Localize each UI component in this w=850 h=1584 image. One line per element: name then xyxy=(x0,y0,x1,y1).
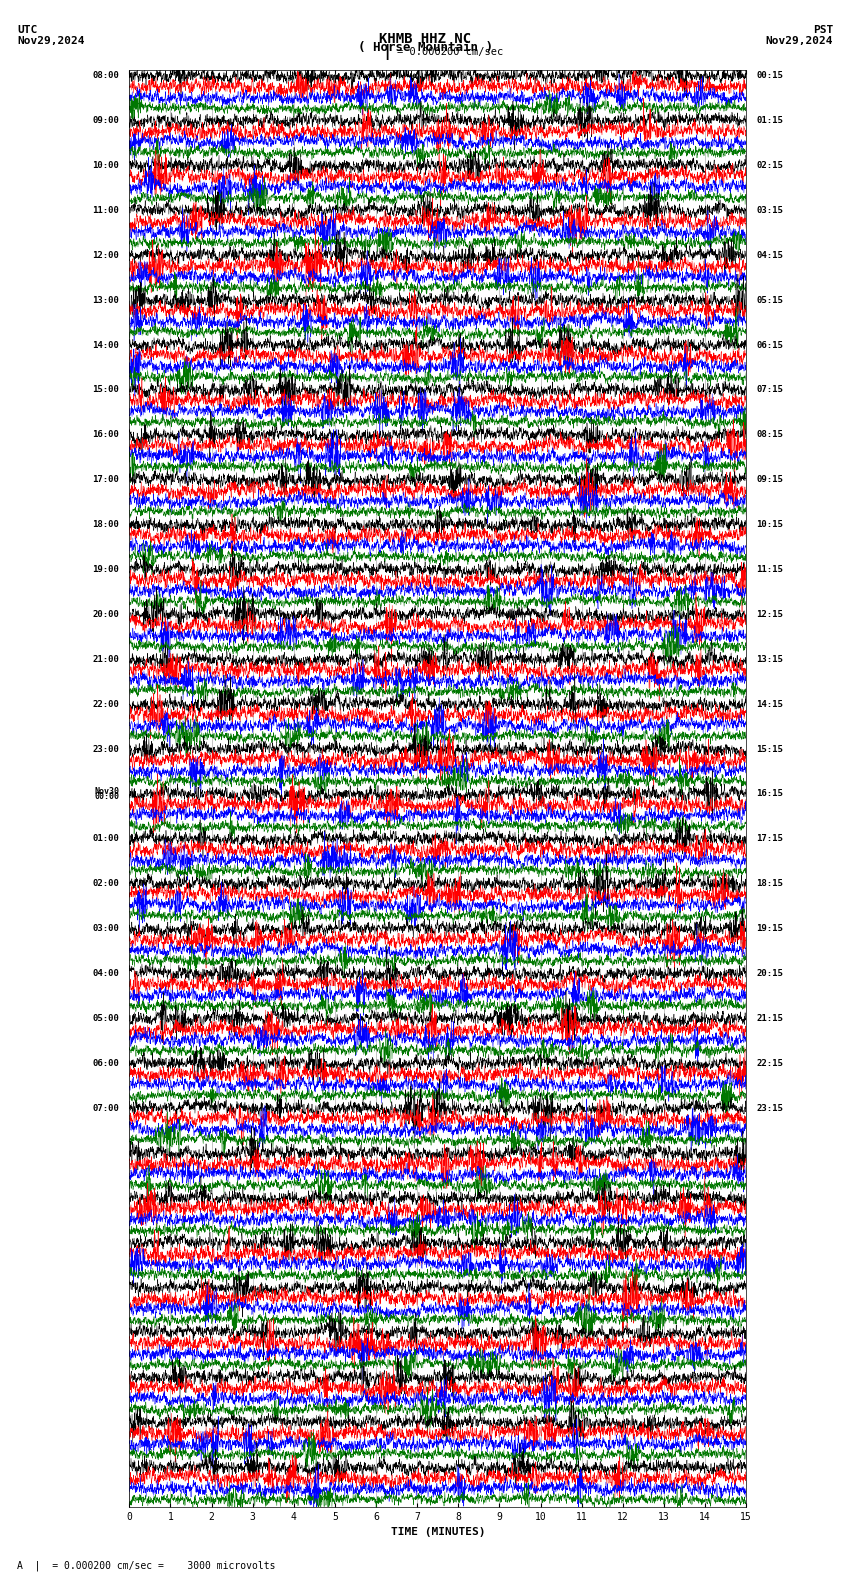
Text: 05:00: 05:00 xyxy=(92,1014,119,1023)
Text: 18:15: 18:15 xyxy=(756,879,784,889)
Text: 16:15: 16:15 xyxy=(756,789,784,798)
Text: 21:00: 21:00 xyxy=(92,654,119,664)
Text: UTC: UTC xyxy=(17,25,37,35)
Text: 21:15: 21:15 xyxy=(756,1014,784,1023)
Text: 15:15: 15:15 xyxy=(756,744,784,754)
Text: 05:15: 05:15 xyxy=(756,296,784,304)
Text: 18:00: 18:00 xyxy=(92,520,119,529)
Text: 00:15: 00:15 xyxy=(756,71,784,81)
Text: 09:00: 09:00 xyxy=(92,116,119,125)
Text: ( Horse Mountain ): ( Horse Mountain ) xyxy=(358,41,492,54)
Text: 02:15: 02:15 xyxy=(756,162,784,169)
Text: 03:15: 03:15 xyxy=(756,206,784,215)
Text: 08:00: 08:00 xyxy=(92,71,119,81)
Text: KHMB HHZ NC: KHMB HHZ NC xyxy=(379,32,471,46)
Text: 17:00: 17:00 xyxy=(92,475,119,485)
Text: 13:15: 13:15 xyxy=(756,654,784,664)
Text: 07:00: 07:00 xyxy=(92,1104,119,1112)
Text: PST: PST xyxy=(813,25,833,35)
Text: 20:15: 20:15 xyxy=(756,969,784,977)
Text: 01:00: 01:00 xyxy=(92,835,119,843)
Text: A  |  = 0.000200 cm/sec =    3000 microvolts: A | = 0.000200 cm/sec = 3000 microvolts xyxy=(17,1560,275,1571)
Text: 07:15: 07:15 xyxy=(756,385,784,394)
Text: 10:15: 10:15 xyxy=(756,520,784,529)
Text: 04:15: 04:15 xyxy=(756,250,784,260)
Text: 15:00: 15:00 xyxy=(92,385,119,394)
Text: = 0.000200 cm/sec: = 0.000200 cm/sec xyxy=(397,48,503,57)
Text: 22:00: 22:00 xyxy=(92,700,119,708)
Text: 06:00: 06:00 xyxy=(92,1058,119,1068)
Text: 10:00: 10:00 xyxy=(92,162,119,169)
Text: 02:00: 02:00 xyxy=(92,879,119,889)
Text: 11:00: 11:00 xyxy=(92,206,119,215)
Text: 23:15: 23:15 xyxy=(756,1104,784,1112)
Text: Nov29,2024: Nov29,2024 xyxy=(17,36,84,46)
Text: 14:00: 14:00 xyxy=(92,341,119,350)
Text: 14:15: 14:15 xyxy=(756,700,784,708)
Text: 11:15: 11:15 xyxy=(756,565,784,573)
Text: 13:00: 13:00 xyxy=(92,296,119,304)
Text: 09:15: 09:15 xyxy=(756,475,784,485)
Text: Nov30: Nov30 xyxy=(94,787,119,795)
Text: 06:15: 06:15 xyxy=(756,341,784,350)
Text: 19:00: 19:00 xyxy=(92,565,119,573)
Text: 20:00: 20:00 xyxy=(92,610,119,619)
Text: Nov29,2024: Nov29,2024 xyxy=(766,36,833,46)
Text: 16:00: 16:00 xyxy=(92,431,119,439)
Text: 03:00: 03:00 xyxy=(92,923,119,933)
Text: 12:00: 12:00 xyxy=(92,250,119,260)
Text: 22:15: 22:15 xyxy=(756,1058,784,1068)
Text: 12:15: 12:15 xyxy=(756,610,784,619)
Text: 04:00: 04:00 xyxy=(92,969,119,977)
Text: 08:15: 08:15 xyxy=(756,431,784,439)
Text: 17:15: 17:15 xyxy=(756,835,784,843)
X-axis label: TIME (MINUTES): TIME (MINUTES) xyxy=(390,1527,485,1538)
Text: 23:00: 23:00 xyxy=(92,744,119,754)
Text: 19:15: 19:15 xyxy=(756,923,784,933)
Text: 00:00: 00:00 xyxy=(94,792,119,802)
Text: |: | xyxy=(382,44,391,60)
Text: 01:15: 01:15 xyxy=(756,116,784,125)
